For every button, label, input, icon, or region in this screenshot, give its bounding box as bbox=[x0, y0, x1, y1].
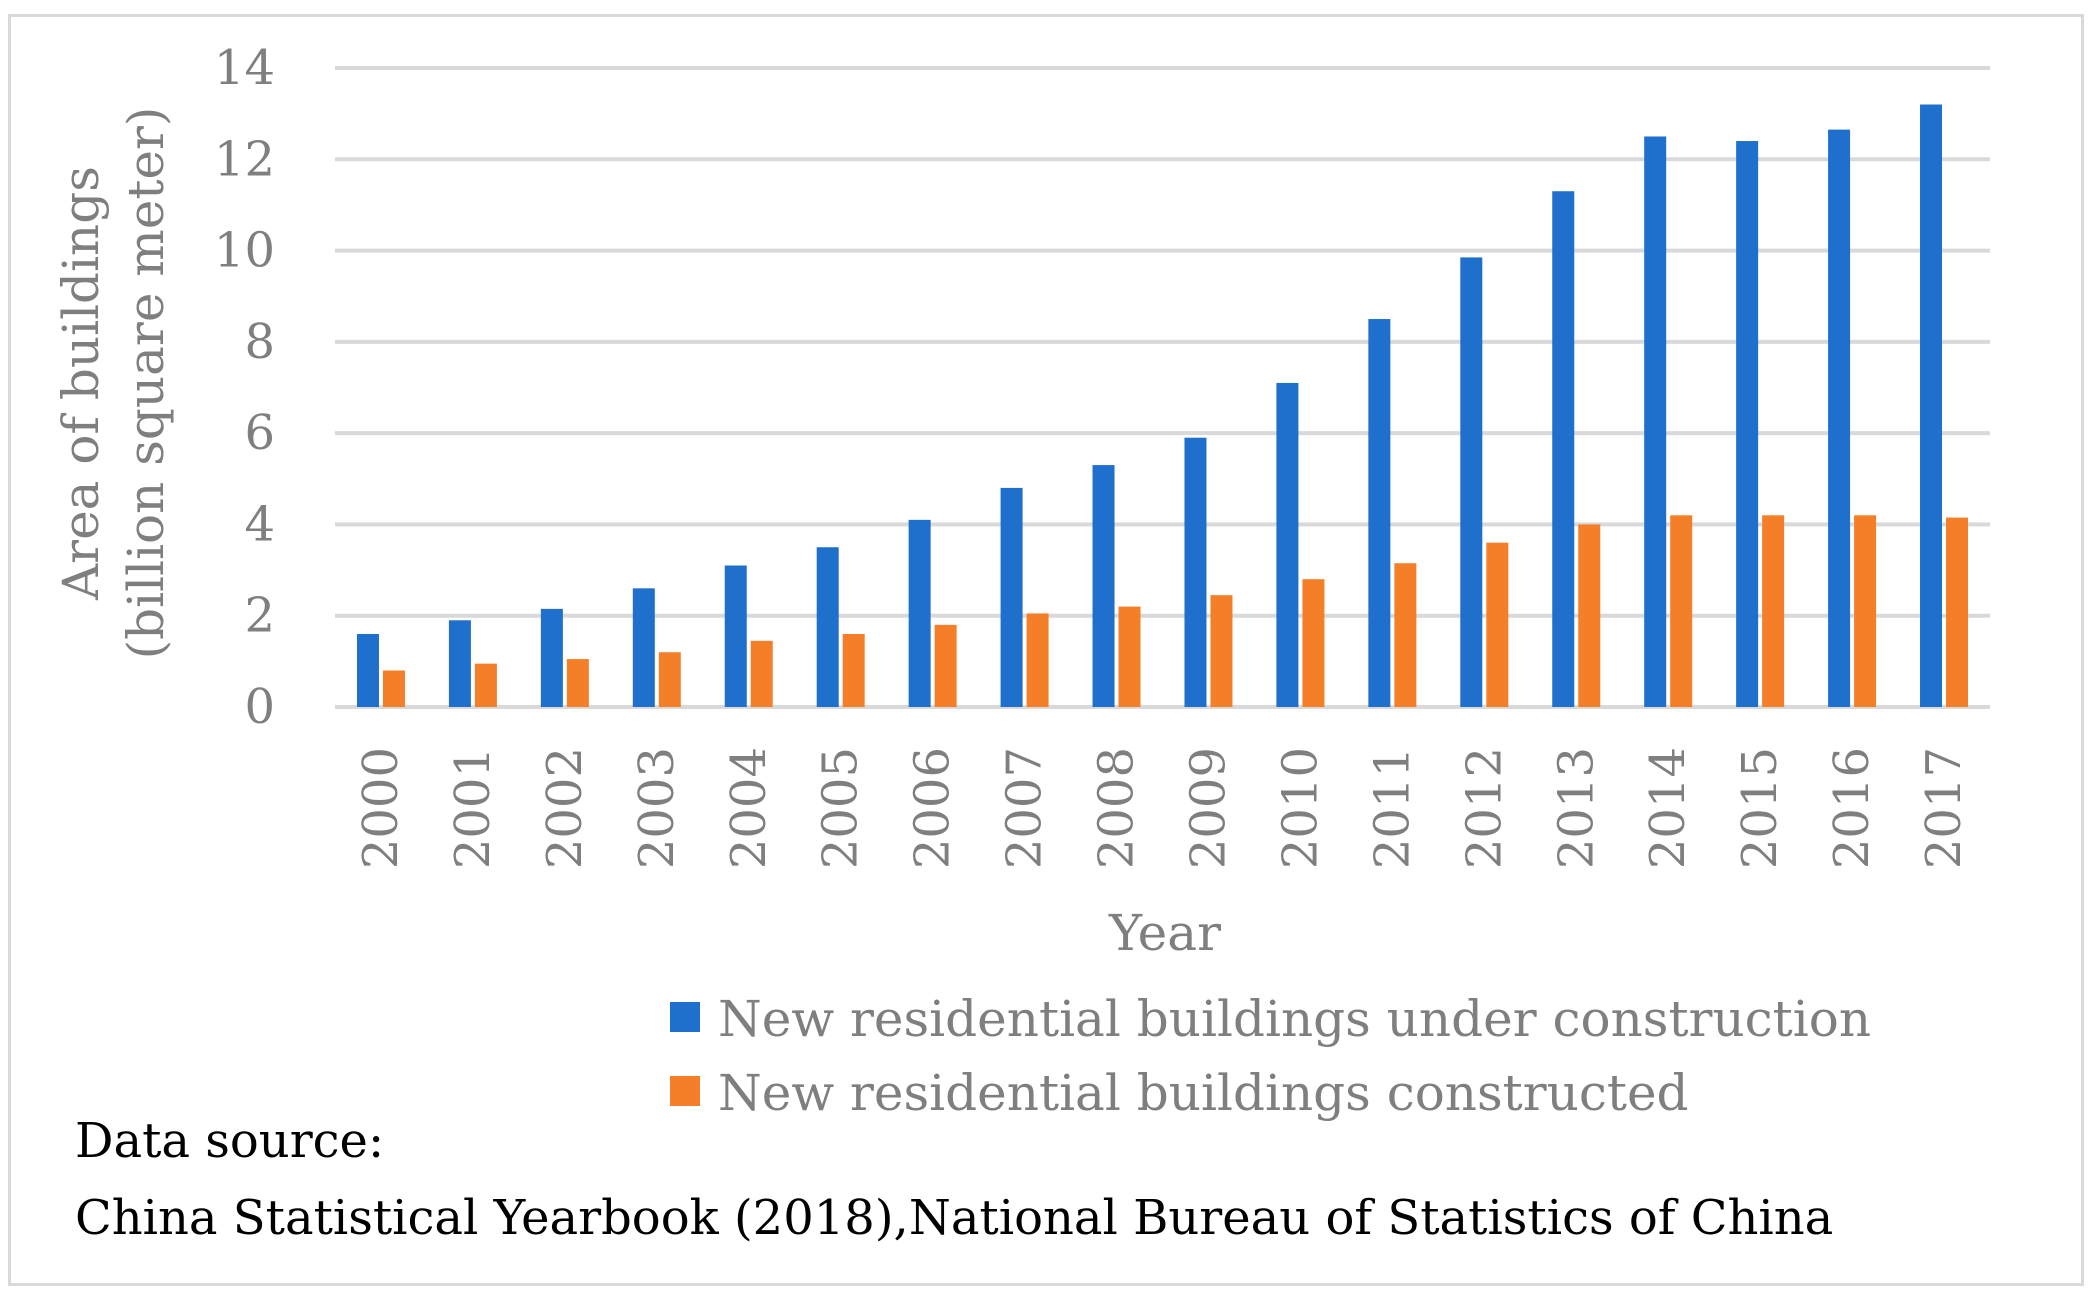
x-tick-label-2011: 2011 bbox=[1364, 747, 1420, 869]
bars bbox=[356, 104, 1969, 707]
bar-constructed-2003 bbox=[658, 652, 681, 707]
bar-under-construction-2006 bbox=[908, 519, 931, 707]
x-tick-label-2015: 2015 bbox=[1732, 747, 1788, 869]
gridlines bbox=[335, 66, 1990, 709]
bar-constructed-2014 bbox=[1670, 515, 1693, 707]
bar-constructed-2002 bbox=[566, 659, 589, 707]
y-tick-label: 8 bbox=[244, 314, 275, 370]
x-tick-label-2006: 2006 bbox=[905, 747, 961, 869]
x-tick-label-2013: 2013 bbox=[1548, 747, 1604, 869]
x-tick-label-2012: 2012 bbox=[1456, 747, 1512, 869]
x-axis-title: Year bbox=[1108, 904, 1221, 962]
bar-constructed-2008 bbox=[1118, 606, 1141, 707]
x-tick-label-2007: 2007 bbox=[997, 747, 1053, 869]
legend-swatch-constructed bbox=[670, 1076, 700, 1106]
bar-under-construction-2007 bbox=[1000, 487, 1023, 707]
bar-under-construction-2004 bbox=[724, 565, 747, 707]
legend: New residential buildings under construc… bbox=[670, 990, 1871, 1122]
bar-under-construction-2003 bbox=[632, 588, 655, 707]
x-tick-label-2016: 2016 bbox=[1824, 747, 1880, 869]
bar-under-construction-2010 bbox=[1276, 382, 1299, 707]
legend-label-under-construction: New residential buildings under construc… bbox=[718, 990, 1871, 1048]
bar-under-construction-2016 bbox=[1828, 129, 1851, 707]
bar-under-construction-2015 bbox=[1736, 141, 1759, 707]
x-tick-label-2004: 2004 bbox=[721, 747, 777, 869]
bar-under-construction-2005 bbox=[816, 547, 839, 707]
bar-constructed-2004 bbox=[750, 640, 773, 707]
y-tick-label: 6 bbox=[244, 405, 275, 461]
bar-constructed-2000 bbox=[382, 670, 405, 707]
bar-under-construction-2000 bbox=[356, 633, 379, 707]
y-tick-label: 0 bbox=[244, 679, 275, 735]
y-tick-label: 12 bbox=[214, 131, 275, 187]
bar-constructed-2009 bbox=[1210, 595, 1233, 707]
bar-under-construction-2009 bbox=[1184, 437, 1207, 707]
x-axis-ticks: 2000 2001 2002 2003 2004 2005 2006 2007 2008 2009… bbox=[353, 747, 1972, 869]
x-tick-label-2003: 2003 bbox=[629, 747, 685, 869]
bar-under-construction-2013 bbox=[1552, 191, 1575, 707]
x-tick-label-2008: 2008 bbox=[1089, 747, 1145, 869]
bar-constructed-2011 bbox=[1394, 563, 1417, 707]
x-tick-label-2010: 2010 bbox=[1272, 747, 1328, 869]
y-tick-label: 4 bbox=[244, 496, 275, 552]
y-tick-label: 2 bbox=[244, 588, 275, 644]
x-tick-label-2014: 2014 bbox=[1640, 747, 1696, 869]
y-axis-title-line1: Area of buildings bbox=[52, 166, 110, 601]
bar-constructed-2007 bbox=[1026, 613, 1049, 707]
bar-constructed-2013 bbox=[1578, 524, 1601, 707]
bar-under-construction-2008 bbox=[1092, 465, 1115, 707]
y-tick-label: 14 bbox=[214, 40, 275, 96]
x-tick-label-2009: 2009 bbox=[1180, 747, 1236, 869]
data-source-citation: China Statistical Yearbook (2018),Nation… bbox=[75, 1190, 1833, 1246]
bar-constructed-2017 bbox=[1946, 517, 1969, 707]
bar-constructed-2016 bbox=[1854, 515, 1877, 707]
bar-under-construction-2014 bbox=[1644, 136, 1667, 707]
bar-constructed-2005 bbox=[842, 633, 865, 707]
legend-label-constructed: New residential buildings constructed bbox=[718, 1064, 1689, 1122]
y-axis-ticks: 0 2 4 6 8 10 12 14 bbox=[214, 40, 275, 735]
y-tick-label: 10 bbox=[214, 223, 275, 279]
x-tick-label-2017: 2017 bbox=[1916, 747, 1972, 869]
legend-swatch-under-construction bbox=[670, 1002, 700, 1032]
y-axis-title-line2: (billion square meter) bbox=[117, 107, 175, 660]
x-tick-label-2005: 2005 bbox=[813, 747, 869, 869]
bar-under-construction-2017 bbox=[1920, 104, 1943, 707]
bar-under-construction-2002 bbox=[540, 608, 563, 707]
bar-under-construction-2011 bbox=[1368, 319, 1391, 707]
bar-constructed-2012 bbox=[1486, 542, 1509, 707]
bar-under-construction-2001 bbox=[448, 620, 471, 707]
bar-constructed-2001 bbox=[474, 663, 497, 707]
bar-under-construction-2012 bbox=[1460, 257, 1483, 707]
x-tick-label-2000: 2000 bbox=[353, 747, 409, 869]
x-tick-label-2001: 2001 bbox=[445, 747, 501, 869]
x-tick-label-2002: 2002 bbox=[537, 747, 593, 869]
data-source-heading: Data source: bbox=[75, 1113, 384, 1169]
bar-constructed-2006 bbox=[934, 624, 957, 707]
bar-constructed-2010 bbox=[1302, 579, 1325, 707]
bar-constructed-2015 bbox=[1762, 515, 1785, 707]
